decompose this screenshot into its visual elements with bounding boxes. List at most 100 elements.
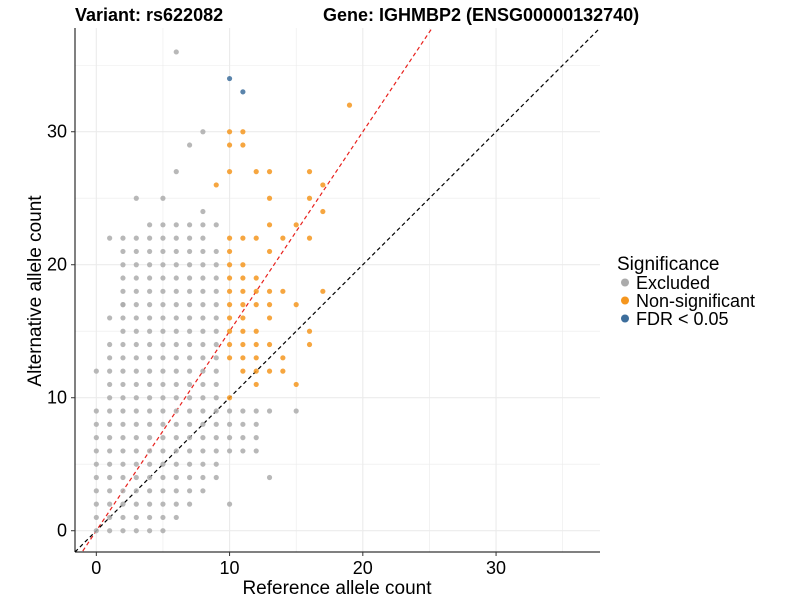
data-point — [120, 461, 126, 467]
data-point — [160, 501, 166, 507]
data-point — [320, 182, 326, 188]
data-point — [173, 514, 179, 521]
data-point — [266, 288, 273, 294]
data-point — [120, 421, 126, 427]
data-point — [147, 341, 153, 348]
data-point — [173, 421, 179, 427]
data-point — [213, 461, 219, 467]
data-point — [173, 488, 179, 494]
data-point — [93, 514, 99, 521]
data-point — [133, 501, 139, 507]
data-point — [186, 488, 193, 494]
data-point — [186, 448, 193, 454]
data-point — [213, 368, 219, 374]
data-point — [173, 501, 179, 507]
data-point — [240, 142, 246, 148]
data-point — [253, 421, 259, 427]
data-point — [107, 368, 113, 374]
data-point — [160, 488, 166, 494]
data-point — [213, 421, 219, 427]
data-point — [213, 381, 219, 388]
data-point — [200, 355, 206, 361]
data-point — [133, 195, 139, 201]
data-point — [173, 408, 179, 414]
legend-key — [621, 278, 629, 287]
data-point — [226, 262, 233, 268]
data-point — [240, 89, 246, 95]
data-point — [240, 368, 246, 374]
legend-key — [621, 296, 629, 305]
data-point — [133, 395, 139, 401]
data-point — [133, 328, 139, 334]
tick-labels: 0 10 20 30 0 10 20 30 — [47, 122, 506, 578]
data-point — [293, 408, 299, 414]
data-point — [226, 315, 233, 321]
data-point — [240, 129, 246, 135]
data-point — [200, 275, 206, 281]
data-point — [266, 408, 273, 414]
data-point — [173, 235, 179, 241]
data-point — [226, 302, 233, 308]
data-point — [147, 395, 153, 401]
data-point — [200, 448, 206, 454]
data-point — [133, 528, 139, 534]
data-point — [200, 328, 206, 334]
data-point — [173, 368, 179, 374]
data-point — [266, 302, 273, 308]
data-point — [213, 328, 219, 334]
data-point — [186, 421, 193, 427]
data-point — [147, 408, 153, 414]
data-point — [213, 341, 219, 348]
data-point — [200, 262, 206, 268]
data-point — [226, 341, 233, 348]
data-point — [240, 302, 246, 308]
data-point — [226, 275, 233, 281]
data-point — [213, 448, 219, 454]
data-point — [306, 235, 313, 241]
data-point — [240, 341, 246, 348]
data-point — [266, 315, 273, 321]
data-point — [160, 235, 166, 241]
data-point — [186, 395, 193, 401]
data-point — [213, 408, 219, 414]
data-point — [280, 288, 286, 294]
data-point — [186, 235, 193, 241]
data-point — [173, 355, 179, 361]
data-point — [147, 448, 153, 454]
data-point — [133, 381, 139, 388]
data-point — [107, 448, 113, 454]
data-point — [253, 368, 259, 374]
data-point — [147, 528, 153, 534]
data-point — [200, 421, 206, 427]
data-point — [266, 474, 273, 481]
data-point — [200, 408, 206, 414]
data-point — [120, 328, 126, 334]
data-point — [160, 248, 166, 255]
data-point — [147, 514, 153, 521]
data-point — [200, 435, 206, 441]
data-point — [226, 142, 233, 148]
data-point — [226, 75, 233, 82]
data-point — [173, 169, 179, 175]
data-point — [213, 222, 219, 228]
data-point — [293, 302, 299, 308]
data-point — [253, 275, 259, 281]
data-point — [133, 435, 139, 441]
identity-dashed-line — [75, 28, 600, 552]
plot-area — [74, 28, 600, 553]
data-point — [133, 448, 139, 454]
data-point — [160, 408, 166, 414]
data-point — [186, 461, 193, 467]
data-point — [120, 448, 126, 454]
data-point — [173, 341, 179, 348]
data-point — [93, 435, 99, 441]
data-point — [186, 381, 193, 388]
data-point — [120, 302, 126, 308]
data-point — [186, 355, 193, 361]
data-point — [266, 169, 273, 175]
data-point — [173, 315, 179, 321]
data-point — [186, 302, 193, 308]
data-point — [120, 248, 126, 255]
data-point — [173, 262, 179, 268]
data-point — [200, 315, 206, 321]
